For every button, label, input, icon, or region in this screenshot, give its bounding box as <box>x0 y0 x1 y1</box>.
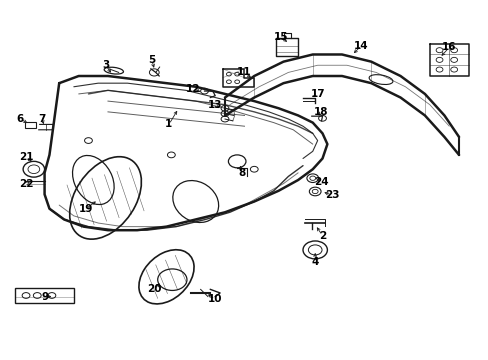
Text: 17: 17 <box>310 89 325 99</box>
Text: 5: 5 <box>148 55 155 65</box>
Text: 3: 3 <box>102 60 109 70</box>
Text: 19: 19 <box>79 204 93 214</box>
Text: 11: 11 <box>237 67 251 77</box>
Text: 7: 7 <box>39 114 46 124</box>
Text: 6: 6 <box>17 114 24 124</box>
Text: 22: 22 <box>19 179 34 189</box>
Text: 4: 4 <box>311 257 318 267</box>
Bar <box>25 122 36 128</box>
Text: 13: 13 <box>207 100 222 110</box>
Text: 16: 16 <box>441 42 456 52</box>
Text: 21: 21 <box>19 152 34 162</box>
Text: 1: 1 <box>165 120 172 129</box>
Text: 2: 2 <box>318 231 325 240</box>
Text: 12: 12 <box>185 84 200 94</box>
Text: 23: 23 <box>325 190 339 200</box>
Text: 18: 18 <box>314 107 328 117</box>
Text: 15: 15 <box>273 32 287 41</box>
Text: 10: 10 <box>207 294 222 304</box>
Bar <box>15 288 74 303</box>
Text: 8: 8 <box>238 168 245 178</box>
Text: 9: 9 <box>41 292 48 302</box>
Text: 14: 14 <box>353 41 368 50</box>
Text: 24: 24 <box>314 177 328 187</box>
Text: 20: 20 <box>147 284 161 294</box>
